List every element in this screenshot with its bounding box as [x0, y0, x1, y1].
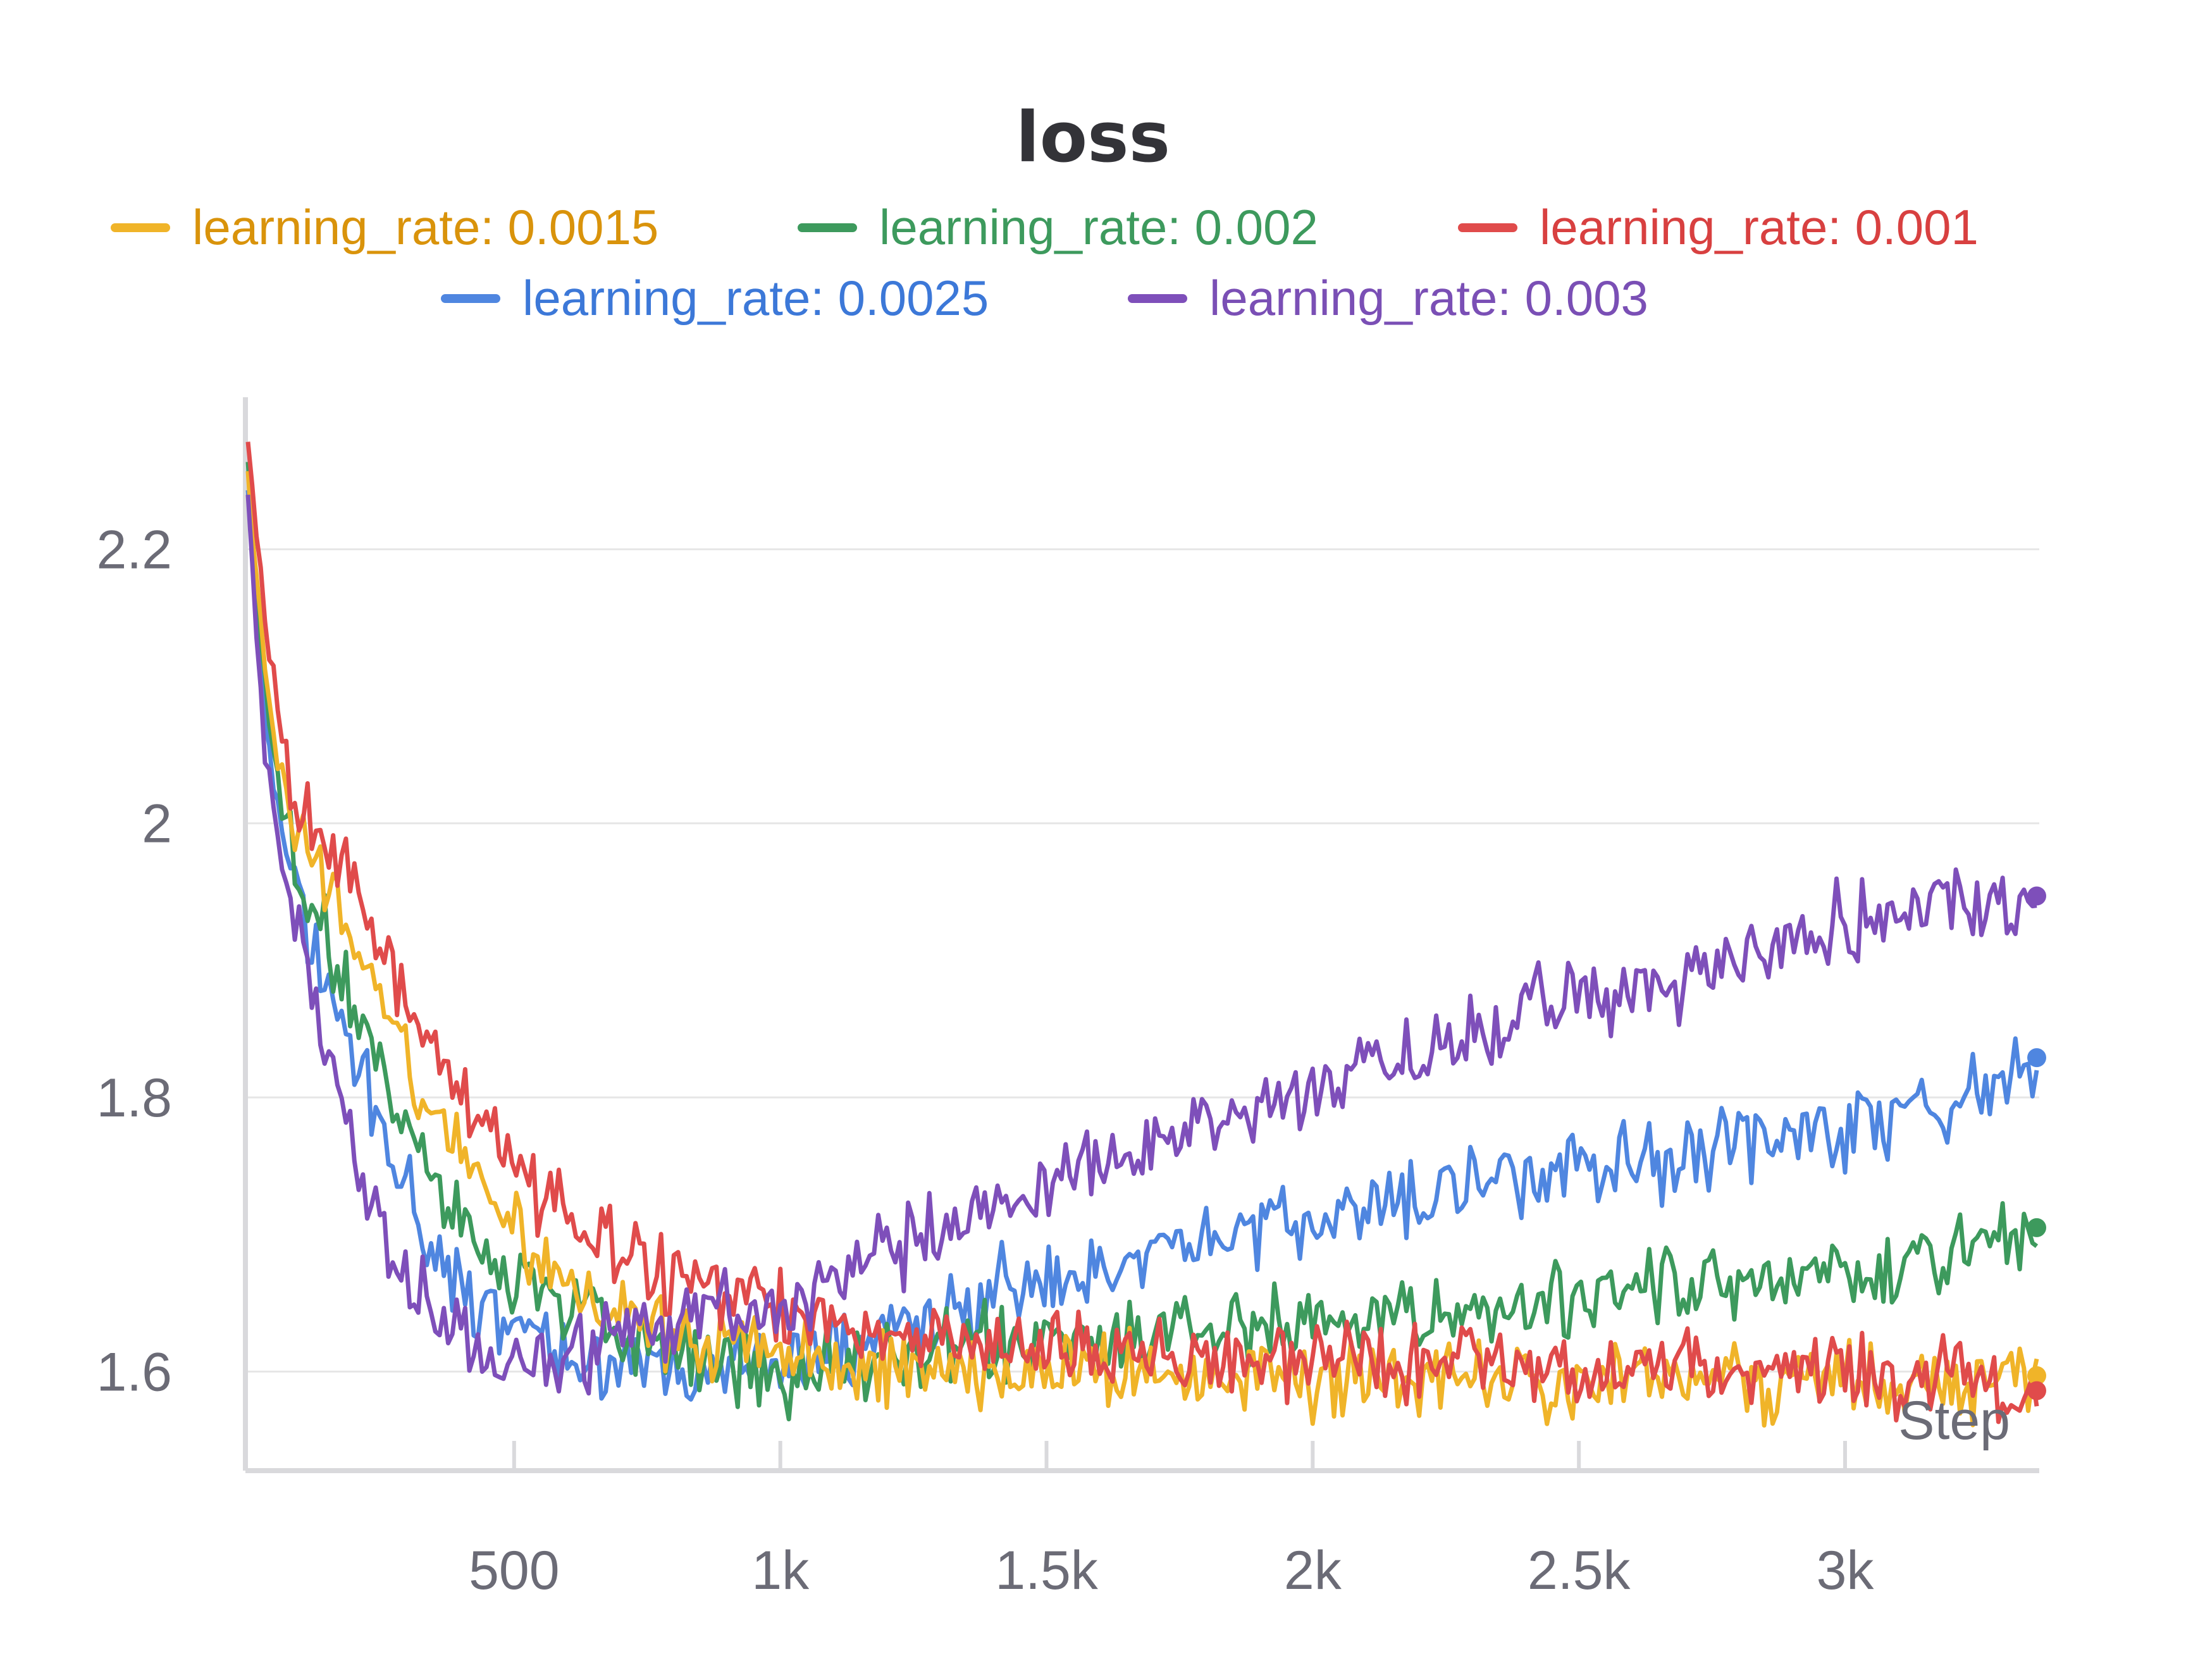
series-lines: [245, 442, 2039, 1428]
legend-label: learning_rate: 0.0015: [192, 199, 658, 255]
y-tick-label: 1.6: [96, 1342, 172, 1402]
legend: learning_rate: 0.0015 learning_rate: 0.00…: [111, 199, 1979, 326]
legend-label: learning_rate: 0.0025: [522, 270, 989, 326]
series-endpoints: [2027, 886, 2046, 1400]
y-tick-label: 2.2: [96, 519, 172, 580]
legend-item-4[interactable]: learning_rate: 0.0025: [441, 270, 989, 326]
y-tick-label: 2: [142, 794, 172, 855]
x-tick-label: 1k: [751, 1540, 810, 1601]
series-endpoint-5: [2027, 886, 2046, 906]
legend-label: learning_rate: 0.001: [1540, 199, 1979, 255]
series-endpoint-1: [2027, 1366, 2046, 1385]
series-line-5: [245, 494, 2037, 1396]
series-line-4: [245, 490, 2039, 1402]
series-line-3: [245, 442, 2039, 1424]
legend-item-5[interactable]: learning_rate: 0.003: [1128, 270, 1648, 326]
legend-label: learning_rate: 0.003: [1209, 270, 1648, 326]
chart-title: loss: [1016, 97, 1170, 178]
x-tick-label: 500: [469, 1540, 560, 1601]
series-endpoint-2: [2027, 1218, 2046, 1237]
legend-item-2[interactable]: learning_rate: 0.002: [798, 199, 1318, 255]
x-tick-label: 1.5k: [995, 1540, 1099, 1601]
y-axis-ticks: 1.6 1.8 2 2.2: [96, 519, 172, 1402]
legend-label: learning_rate: 0.002: [879, 199, 1318, 255]
y-tick-label: 1.8: [96, 1068, 172, 1128]
legend-item-3[interactable]: learning_rate: 0.001: [1458, 199, 1979, 255]
series-endpoint-4: [2027, 1048, 2046, 1068]
x-tick-label: 2k: [1284, 1540, 1342, 1601]
x-tick-label: 3k: [1817, 1540, 1875, 1601]
x-axis-label: Step: [1898, 1390, 2010, 1451]
x-tick-label: 2.5k: [1528, 1540, 1631, 1601]
series-endpoint-3: [2027, 1381, 2046, 1400]
x-axis-ticks: 500 1k 1.5k 2k 2.5k 3k: [469, 1441, 1874, 1601]
legend-item-1[interactable]: learning_rate: 0.0015: [111, 199, 658, 255]
